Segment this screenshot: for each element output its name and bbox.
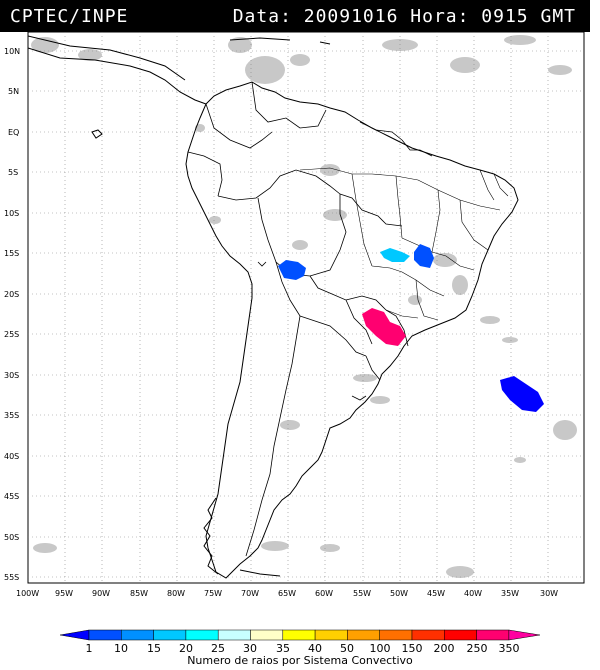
scale-swatch: [347, 629, 380, 641]
lon-label: 90W: [92, 589, 110, 598]
storm-systems: [278, 244, 544, 412]
lat-labels: 10N 5N EQ 5S 10S 15S 20S 25S 30S 35S 40S…: [4, 47, 20, 582]
lon-label: 80W: [167, 589, 185, 598]
scale-label: 15: [147, 642, 161, 655]
lat-label: EQ: [8, 128, 19, 137]
color-scale: 1 10 15 20 25 30 35 40 50 100 150 200 25…: [59, 629, 541, 655]
map-frame: [27, 31, 585, 584]
lon-label: 45W: [427, 589, 445, 598]
scale-swatch: [121, 629, 154, 641]
storm-goias-blue: [414, 244, 434, 268]
lon-label: 75W: [204, 589, 222, 598]
lat-label: 20S: [4, 290, 19, 299]
lon-label: 65W: [278, 589, 296, 598]
color-scale-title: Numero de raios por Sistema Convectivo: [187, 654, 413, 667]
lat-label: 15S: [4, 249, 19, 258]
storm-ocean: [500, 376, 544, 412]
lat-label: 10S: [4, 209, 19, 218]
lon-label: 100W: [16, 589, 39, 598]
lat-label: 45S: [4, 492, 19, 501]
scale-label: 35: [276, 642, 290, 655]
lon-label: 95W: [55, 589, 73, 598]
scale-label: 250: [467, 642, 488, 655]
source-label: CPTEC/INPE: [10, 6, 129, 27]
scale-label: 40: [308, 642, 322, 655]
lat-label: 10N: [4, 47, 20, 56]
lat-label: 40S: [4, 452, 19, 461]
lon-label: 70W: [241, 589, 259, 598]
scale-swatch: [444, 629, 477, 641]
lat-label: 50S: [4, 533, 19, 542]
lon-label: 40W: [464, 589, 482, 598]
lat-label: 30S: [4, 371, 19, 380]
lat-label: 5S: [8, 168, 18, 177]
lon-label: 60W: [315, 589, 333, 598]
header-bar: CPTEC/INPE Data: 20091016 Hora: 0915 GMT: [0, 0, 590, 32]
lon-label: 85W: [130, 589, 148, 598]
scale-swatch: [88, 629, 122, 641]
lat-label: 35S: [4, 411, 19, 420]
storm-paraguay: [362, 308, 406, 346]
scale-label: 350: [499, 642, 520, 655]
lakes: [257, 261, 367, 401]
lon-labels: 100W 95W 90W 85W 80W 75W 70W 65W 60W 55W…: [16, 589, 558, 598]
scale-swatch: [411, 629, 445, 641]
scale-swatch: [282, 629, 316, 641]
storm-goias-cyan: [380, 248, 410, 262]
datetime-label: Data: 20091016 Hora: 0915 GMT: [232, 6, 576, 27]
scale-swatch: [153, 629, 187, 641]
scale-swatch: [250, 629, 284, 641]
scale-labels: 1 10 15 20 25 30 35 40 50 100 150 200 25…: [86, 642, 520, 655]
lon-label: 50W: [390, 589, 408, 598]
lat-label: 55S: [4, 573, 19, 582]
country-borders: [187, 81, 433, 557]
lat-lon-grid: [28, 32, 584, 583]
lat-label: 5N: [8, 87, 19, 96]
scale-label: 1: [86, 642, 93, 655]
scale-swatch: [185, 629, 219, 641]
lat-label: 25S: [4, 330, 19, 339]
scale-label: 200: [434, 642, 455, 655]
scale-swatch: [379, 629, 413, 641]
lon-label: 30W: [540, 589, 558, 598]
scale-swatch: [476, 629, 510, 641]
lon-label: 55W: [353, 589, 371, 598]
scale-label: 20: [179, 642, 193, 655]
storm-bolivia: [278, 260, 306, 280]
scale-arrow-left: [59, 629, 90, 641]
lon-label: 35W: [501, 589, 519, 598]
scale-label: 10: [114, 642, 128, 655]
scale-swatch: [217, 629, 251, 641]
scale-arrow-right: [508, 629, 541, 641]
cloud-cover: [31, 35, 577, 578]
scale-label: 100: [370, 642, 391, 655]
state-borders: [299, 167, 509, 321]
scale-label: 30: [243, 642, 257, 655]
scale-label: 150: [402, 642, 423, 655]
scale-label: 25: [211, 642, 225, 655]
scale-label: 50: [340, 642, 354, 655]
scale-swatch: [314, 629, 348, 641]
